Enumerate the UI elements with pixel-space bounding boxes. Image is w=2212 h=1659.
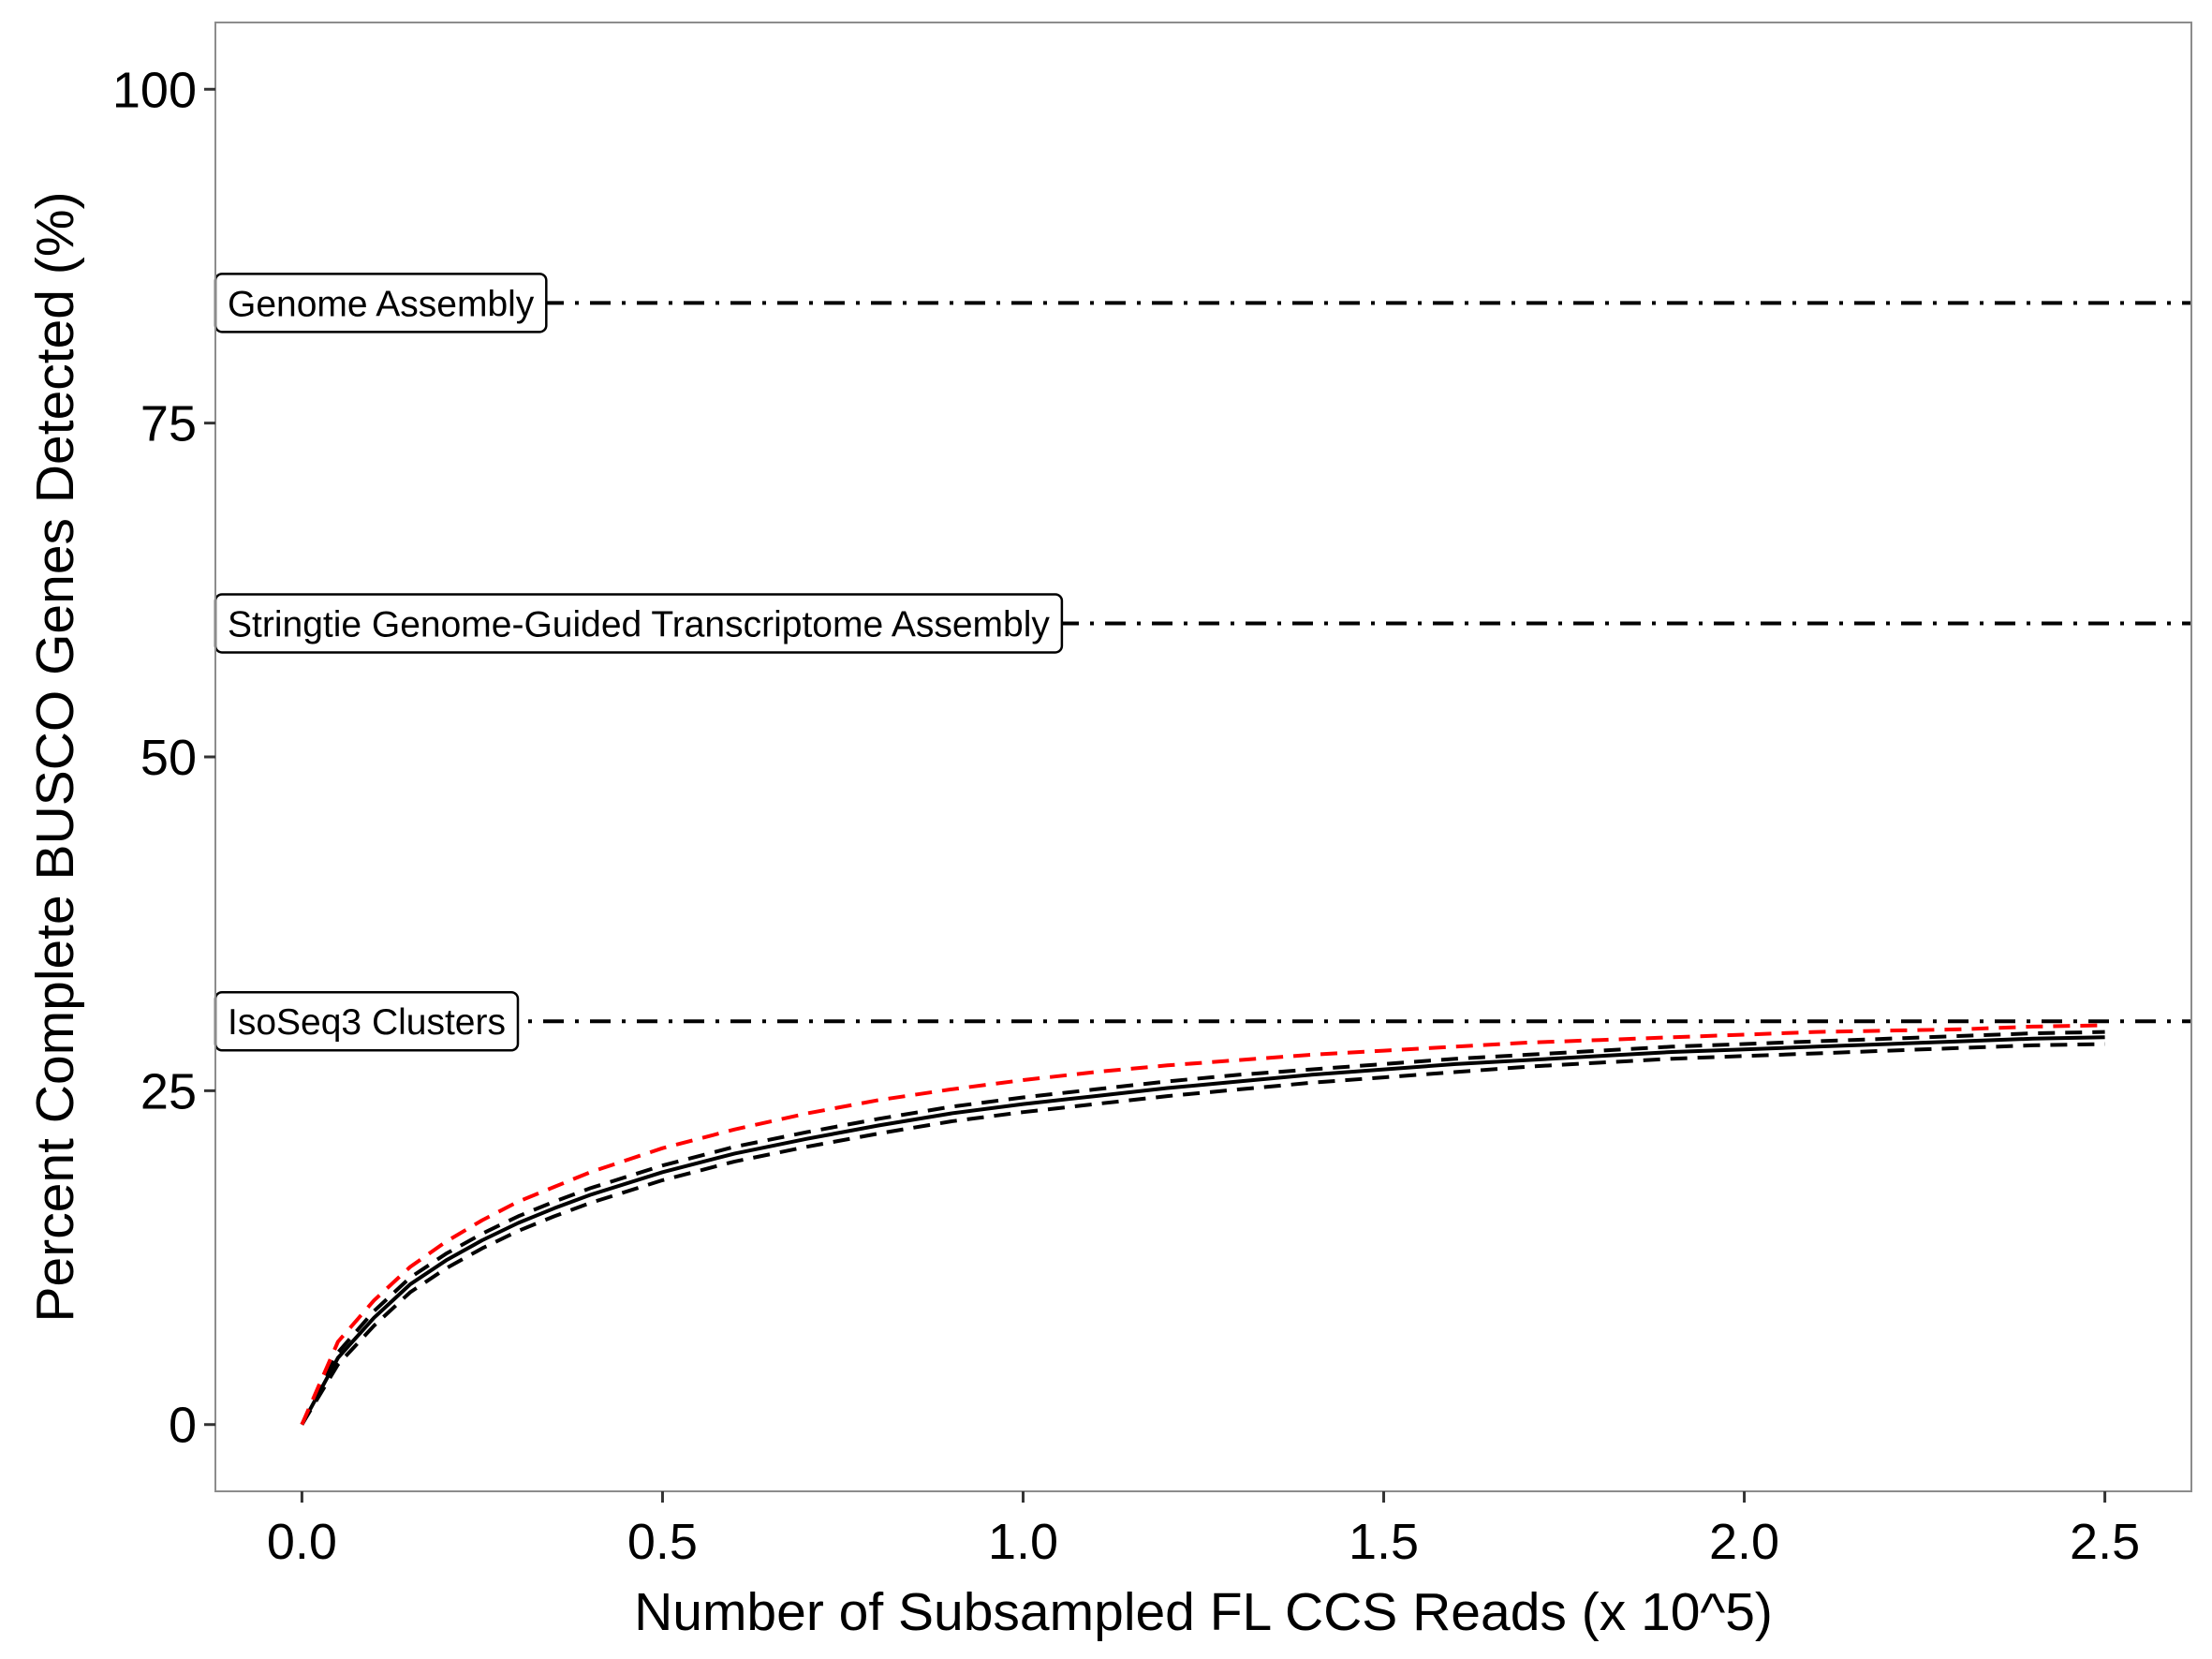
y-axis-title: Percent Complete BUSCO Genes Detected (%… <box>25 192 85 1323</box>
x-axis-title: Number of Subsampled FL CCS Reads (x 10^… <box>634 1582 1773 1642</box>
y-axis: 0 25 50 75 100 <box>112 62 215 1454</box>
series-line-2 <box>300 1029 2105 1426</box>
reference-label: Genome Assembly <box>214 273 548 333</box>
y-tick-label: 75 <box>140 396 197 452</box>
reference-label: Stringtie Genome-Guided Transcriptome As… <box>214 593 1064 654</box>
reference-label-text: IsoSeq3 Clusters <box>228 1002 506 1043</box>
series-line-1 <box>300 1035 2105 1426</box>
x-tick-label: 0.5 <box>627 1514 698 1570</box>
reference-labels: Genome Assembly Stringtie Genome-Guided T… <box>214 273 1064 1052</box>
y-tick-label: 0 <box>169 1398 197 1454</box>
reference-label: IsoSeq3 Clusters <box>214 990 520 1052</box>
x-tick-label: 2.0 <box>1709 1514 1779 1570</box>
x-tick-label: 0.0 <box>267 1514 337 1570</box>
y-tick-label: 100 <box>112 62 197 118</box>
series-line-4 <box>300 1023 2105 1426</box>
reference-label-text: Stringtie Genome-Guided Transcriptome As… <box>228 604 1050 644</box>
x-tick-label: 1.0 <box>988 1514 1058 1570</box>
y-tick-label: 25 <box>140 1063 197 1119</box>
series-lines <box>300 1023 2105 1426</box>
x-axis: 0.0 0.5 1.0 1.5 2.0 2.5 <box>267 1491 2140 1570</box>
x-tick-label: 2.5 <box>2070 1514 2140 1570</box>
x-tick-label: 1.5 <box>1349 1514 1419 1570</box>
y-tick-label: 50 <box>140 730 197 786</box>
reference-label-text: Genome Assembly <box>228 284 535 324</box>
series-line-3 <box>300 1042 2105 1426</box>
